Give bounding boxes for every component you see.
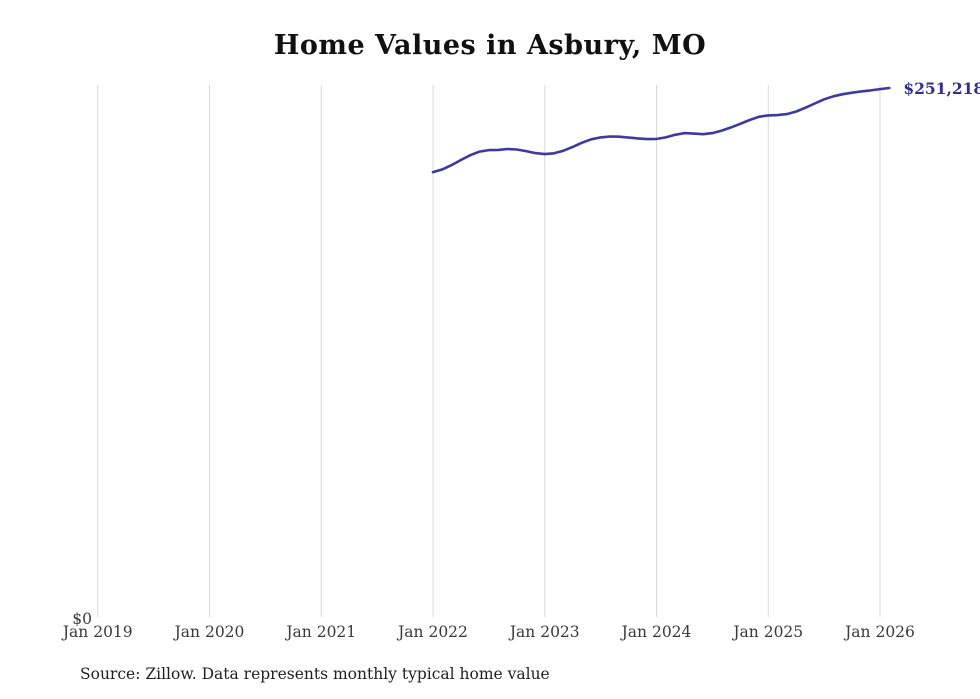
y-axis-zero-label: $0 <box>72 610 92 628</box>
x-tick-label: Jan 2021 <box>286 623 357 641</box>
x-tick-label: Jan 2026 <box>845 623 915 641</box>
x-tick-label: Jan 2023 <box>509 623 580 641</box>
x-tick-label: Jan 2024 <box>621 623 692 641</box>
current-value-label: $251,218 <box>903 79 980 98</box>
x-tick-label: Jan 2020 <box>174 623 245 641</box>
home-value-line <box>431 86 891 174</box>
x-tick-label: Jan 2025 <box>733 623 804 641</box>
vertical-gridlines <box>97 85 881 617</box>
chart-title: Home Values in Asbury, MO <box>273 30 707 61</box>
x-tick-label: Jan 2019 <box>62 623 133 641</box>
x-tick-label: Jan 2022 <box>398 623 468 641</box>
source-note: Source: Zillow. Data represents monthly … <box>80 665 550 683</box>
